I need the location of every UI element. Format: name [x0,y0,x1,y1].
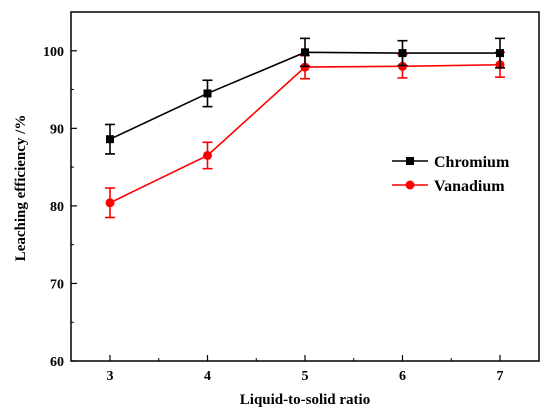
vanadium-point [203,150,212,160]
chromium-point [398,49,407,58]
x-tick-label: 4 [204,369,211,384]
tick-labels: 3 4 5 6 7 60 70 80 90 100 [43,45,504,384]
y-tick-label: 90 [50,122,64,137]
tick-marks [71,50,501,362]
x-tick-label: 5 [302,369,309,384]
chromium-point [106,135,114,144]
vanadium-legend-marker [405,180,415,190]
x-tick-label: 7 [497,369,504,384]
legend: Chromium Vanadium [392,154,510,195]
chromium-legend-label: Chromium [434,154,510,171]
x-axis-title: Liquid-to-solid ratio [240,392,370,408]
y-tick-label: 60 [50,355,64,370]
y-axis-title: Leaching efficiency /% [13,115,29,262]
plot-frame [70,11,540,362]
vanadium-legend-label: Vanadium [434,178,505,195]
y-tick-label: 80 [50,200,64,215]
chromium-point [496,49,504,58]
y-tick-label: 70 [50,277,64,292]
y-tick-label: 100 [43,45,64,60]
chromium-legend-marker [406,157,414,165]
series-layer [105,37,505,219]
x-tick-label: 3 [107,369,114,384]
chromium-point [301,48,309,57]
x-tick-label: 6 [399,369,406,384]
vanadium-point [105,198,115,208]
chromium-point [203,89,212,98]
